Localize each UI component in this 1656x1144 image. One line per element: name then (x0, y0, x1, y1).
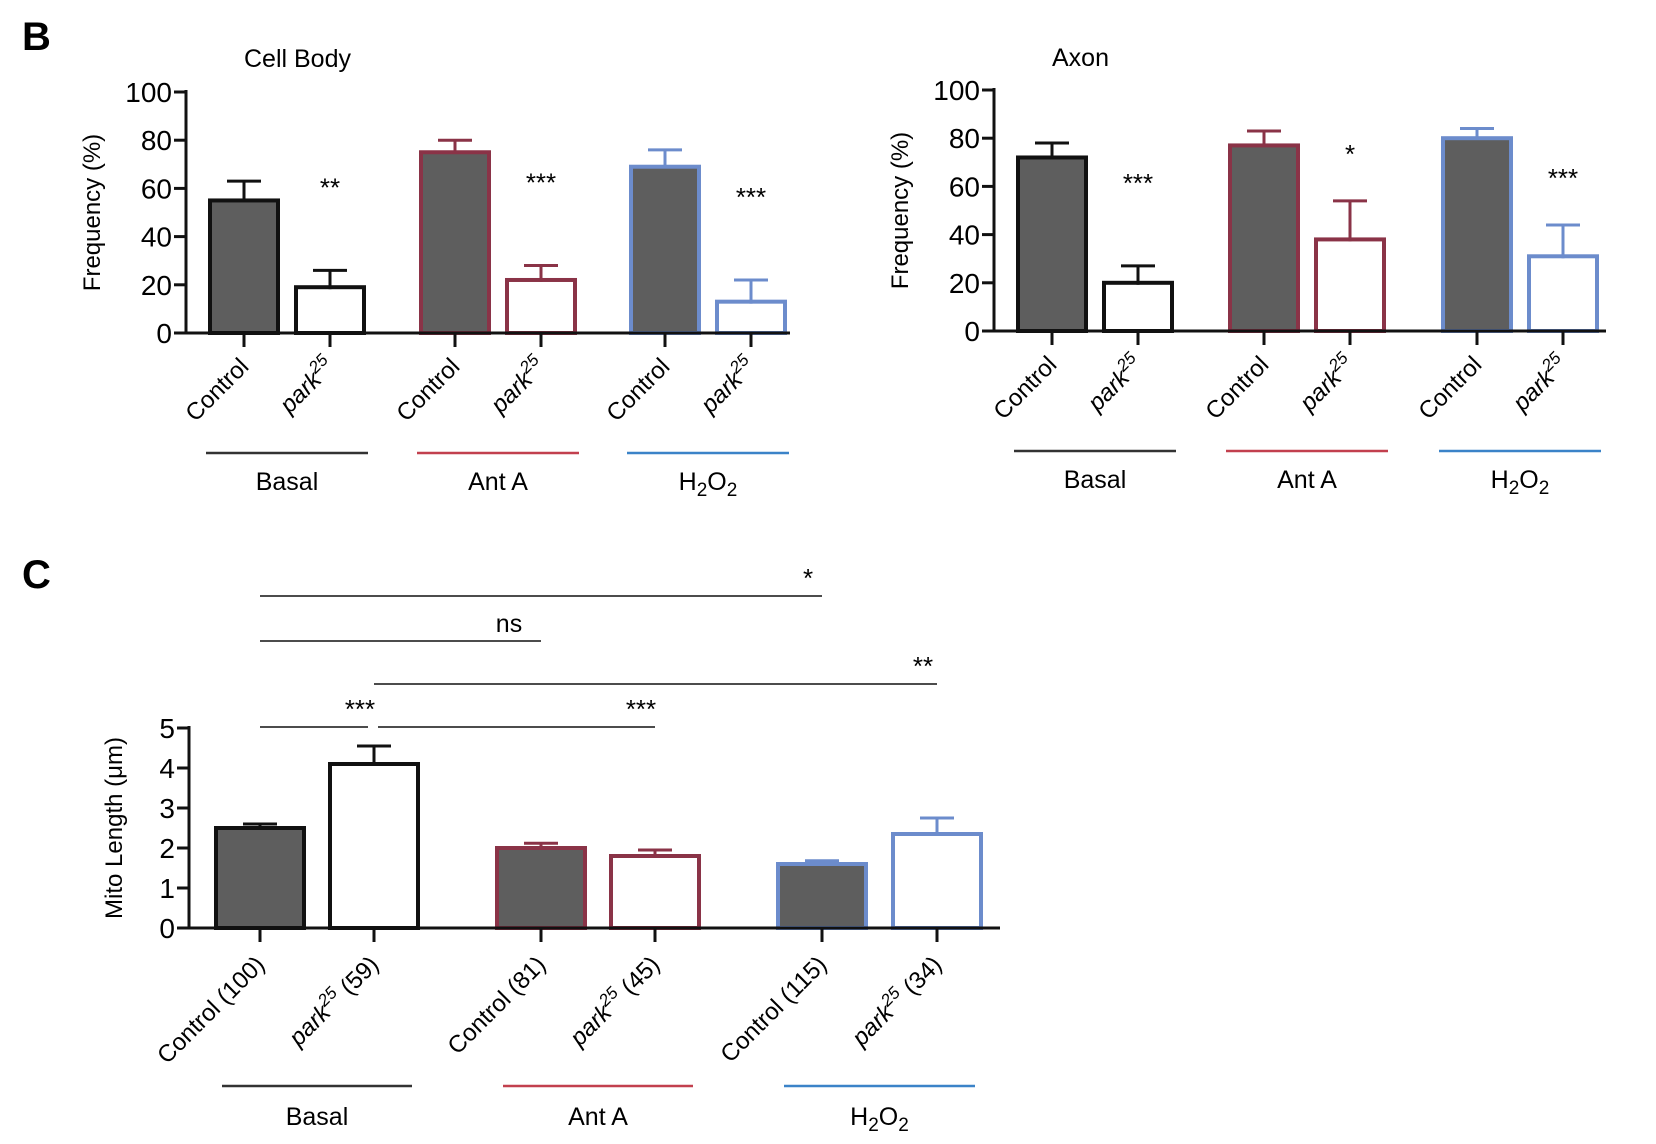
group-label-sub: 2 (898, 1115, 909, 1136)
group-label: Ant A (1277, 466, 1337, 494)
bar (1527, 254, 1599, 334)
bar (776, 862, 868, 930)
category-label: park25 (59) (280, 948, 384, 1052)
y-tick-label: 2 (159, 833, 175, 864)
category-label: park25 (1504, 348, 1573, 417)
comparison-label: *** (345, 694, 375, 724)
chart-title: Axon (1052, 44, 1109, 72)
chart-title: Cell Body (244, 45, 351, 73)
bar (891, 832, 983, 930)
group-label-sub: 2 (1539, 478, 1550, 499)
panel-b-letter: B (22, 15, 51, 59)
group-label-part: H (850, 1103, 868, 1131)
panel-c-letter: C (22, 553, 51, 597)
y-tick-label: 4 (159, 753, 175, 784)
y-tick-label: 20 (949, 268, 980, 299)
group-label-sub: 2 (727, 480, 738, 501)
category-label: Control (601, 353, 675, 427)
y-tick-label: 100 (933, 75, 980, 106)
y-tick-label: 0 (964, 316, 980, 347)
mito-length-chart: Mito Length (μm) Control (100) park25 (59)… (101, 563, 1000, 1136)
bar (208, 198, 280, 335)
y-tick-label: 5 (159, 713, 175, 744)
y-tick-label: 80 (141, 125, 172, 156)
bar (715, 299, 787, 336)
y-tick-label: 100 (125, 77, 172, 108)
bar (629, 164, 701, 335)
category-label: park25 (34) (843, 948, 947, 1052)
group-label-part: H (679, 468, 697, 496)
category-label: park25 (271, 350, 340, 419)
category-label: park25 (1291, 348, 1360, 417)
y-tick-label: 60 (949, 171, 980, 202)
bar (1102, 280, 1174, 333)
y-axis-label: Mito Length (μm) (101, 737, 128, 919)
category-label: Control (1413, 351, 1487, 425)
y-tick-label: 40 (141, 222, 172, 253)
y-tick-label: 40 (949, 220, 980, 251)
category-label: Control (100) (152, 951, 270, 1069)
category-label: park25 (482, 350, 551, 419)
group-label-sub: 2 (697, 480, 708, 501)
group-label: Ant A (468, 468, 528, 496)
group-label: Basal (1064, 466, 1127, 494)
bar (214, 826, 306, 930)
comparison-label: ** (913, 651, 933, 681)
group-label-part: O (707, 468, 726, 496)
y-tick-label: 0 (156, 318, 172, 349)
bar (609, 854, 701, 930)
category-label: Control (1200, 351, 1274, 425)
y-tick-label: 80 (949, 123, 980, 154)
comparison-label: *** (626, 694, 656, 724)
significance-label: *** (1548, 163, 1578, 193)
group-label-part: O (879, 1103, 898, 1131)
y-tick-label: 20 (141, 270, 172, 301)
category-label: park25 (45) (561, 948, 665, 1052)
y-tick-label: 0 (159, 913, 175, 944)
group-label: H2O2 (1491, 466, 1550, 499)
bar (1228, 143, 1300, 333)
group-label: Ant A (568, 1103, 628, 1131)
y-tick-label: 1 (159, 873, 175, 904)
bar (294, 285, 366, 335)
category-label: Control (988, 351, 1062, 425)
significance-label: *** (736, 182, 766, 212)
y-tick-label: 60 (141, 173, 172, 204)
category-label: park25 (692, 350, 761, 419)
group-label-part: O (1519, 466, 1538, 494)
y-axis-label: Frequency (%) (79, 134, 106, 291)
group-label-part: H (1491, 466, 1509, 494)
bar (1314, 237, 1386, 333)
group-label: Basal (256, 468, 319, 496)
significance-label: *** (526, 168, 556, 198)
y-axis-label: Frequency (%) (887, 132, 914, 289)
bar (495, 846, 587, 930)
bar (328, 762, 420, 930)
bar (419, 150, 491, 335)
group-label: H2O2 (679, 468, 738, 501)
group-label: Basal (286, 1103, 349, 1131)
category-label: Control (81) (443, 951, 552, 1060)
group-label-sub: 2 (1509, 478, 1520, 499)
significance-label: *** (1123, 168, 1153, 198)
bar (505, 277, 577, 336)
y-tick-label: 3 (159, 793, 175, 824)
significance-label: ** (320, 172, 340, 202)
group-label-sub: 2 (868, 1115, 879, 1136)
category-label: Control (180, 353, 254, 427)
comparison-label: * (803, 563, 813, 593)
bar (1016, 155, 1088, 333)
comparison-label: ns (496, 610, 522, 638)
group-label: H2O2 (850, 1103, 909, 1136)
category-label: park25 (1079, 348, 1148, 417)
bar (1441, 136, 1513, 333)
category-label: Control (391, 353, 465, 427)
significance-label: * (1345, 139, 1355, 169)
category-label: Control (115) (715, 951, 832, 1068)
